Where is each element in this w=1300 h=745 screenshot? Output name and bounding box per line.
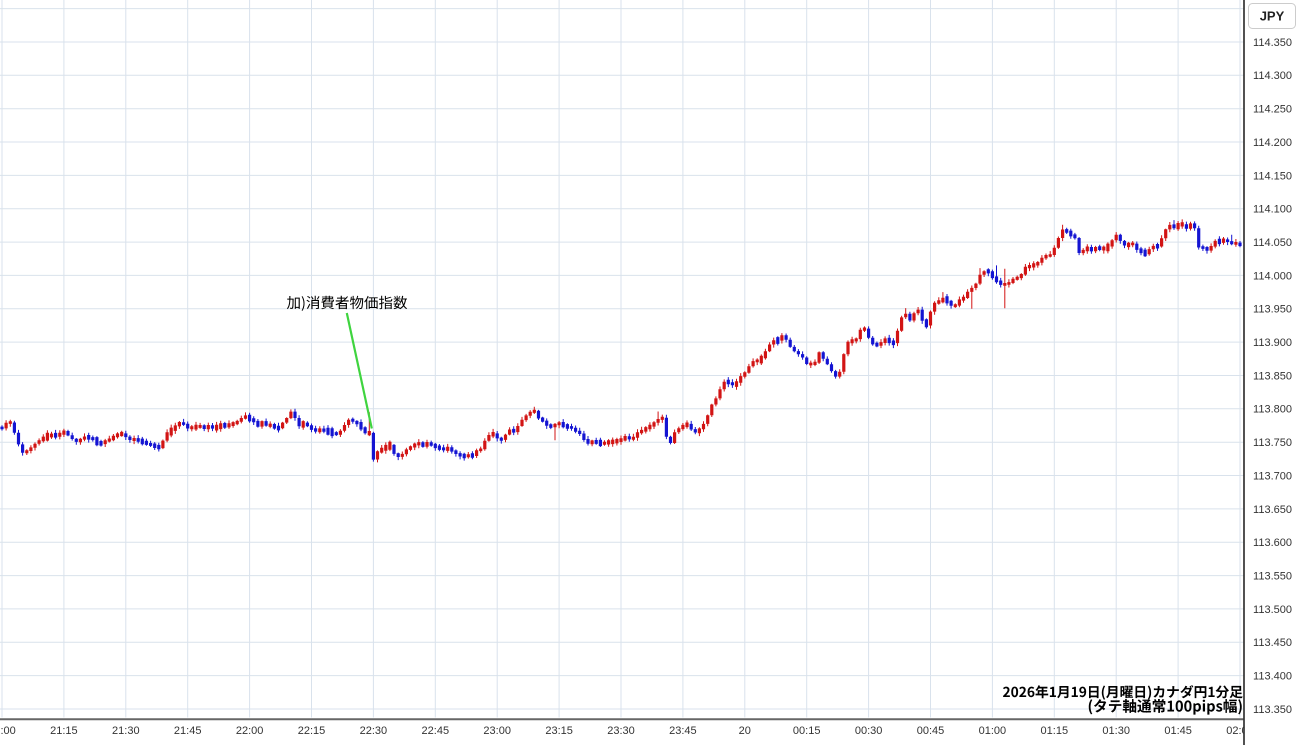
- svg-text:01:00: 01:00: [979, 725, 1007, 737]
- svg-text:113.950: 113.950: [1253, 304, 1292, 316]
- svg-text:113.500: 113.500: [1253, 604, 1292, 616]
- svg-text:22:45: 22:45: [422, 725, 450, 737]
- svg-text:114.200: 114.200: [1253, 137, 1292, 149]
- svg-text:01:45: 01:45: [1164, 725, 1192, 737]
- svg-text:JPY: JPY: [1260, 9, 1285, 24]
- svg-text:23:15: 23:15: [545, 725, 573, 737]
- svg-text:113.750: 113.750: [1253, 437, 1292, 449]
- svg-text:22:30: 22:30: [360, 725, 388, 737]
- svg-text:00:30: 00:30: [855, 725, 883, 737]
- svg-text:113.800: 113.800: [1253, 404, 1292, 416]
- svg-text:114.150: 114.150: [1253, 170, 1292, 182]
- svg-text:22:00: 22:00: [236, 725, 264, 737]
- svg-text:114.000: 114.000: [1253, 270, 1292, 282]
- svg-text:114.300: 114.300: [1253, 70, 1292, 82]
- svg-text:00:15: 00:15: [793, 725, 821, 737]
- svg-text:23:30: 23:30: [607, 725, 635, 737]
- svg-text:02:00: 02:00: [1226, 725, 1254, 737]
- svg-text:21:45: 21:45: [174, 725, 202, 737]
- svg-text:23:00: 23:00: [483, 725, 511, 737]
- svg-text:21:30: 21:30: [112, 725, 140, 737]
- svg-text:113.550: 113.550: [1253, 571, 1292, 583]
- svg-text:114.250: 114.250: [1253, 104, 1292, 116]
- svg-text:22:15: 22:15: [298, 725, 326, 737]
- svg-text:00:45: 00:45: [917, 725, 945, 737]
- svg-text:114.100: 114.100: [1253, 204, 1292, 216]
- svg-text:113.600: 113.600: [1253, 537, 1292, 549]
- svg-text:21:15: 21:15: [50, 725, 78, 737]
- svg-text:01:15: 01:15: [1041, 725, 1069, 737]
- svg-text:20: 20: [739, 725, 751, 737]
- svg-text:113.450: 113.450: [1253, 637, 1292, 649]
- svg-text:21:00: 21:00: [0, 725, 16, 737]
- svg-text:01:30: 01:30: [1102, 725, 1130, 737]
- svg-text:114.350: 114.350: [1253, 37, 1292, 49]
- svg-text:113.650: 113.650: [1253, 504, 1292, 516]
- svg-text:113.350: 113.350: [1253, 704, 1292, 716]
- svg-text:113.700: 113.700: [1253, 470, 1292, 482]
- svg-text:114.050: 114.050: [1253, 237, 1292, 249]
- svg-text:113.400: 113.400: [1253, 671, 1292, 683]
- svg-text:23:45: 23:45: [669, 725, 697, 737]
- svg-text:113.900: 113.900: [1253, 337, 1292, 349]
- svg-text:113.850: 113.850: [1253, 370, 1292, 382]
